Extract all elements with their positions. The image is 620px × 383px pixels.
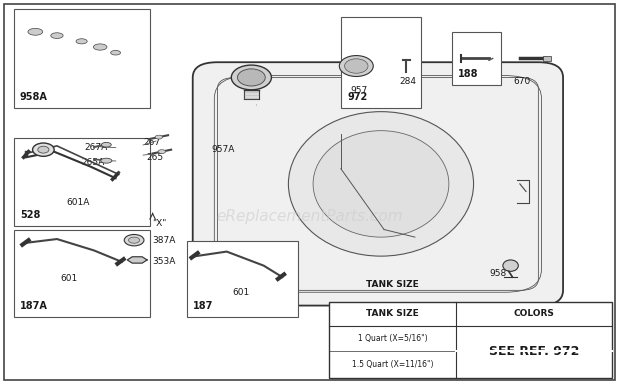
Text: 972: 972 (347, 92, 367, 102)
Bar (452, 32, 502, 85)
Bar (187, 241, 298, 317)
Bar (14, 9, 149, 108)
Ellipse shape (231, 65, 272, 90)
Ellipse shape (345, 59, 368, 73)
Text: 284: 284 (399, 77, 417, 86)
Text: 958: 958 (489, 269, 507, 278)
Ellipse shape (128, 237, 140, 243)
Bar (14, 229, 149, 317)
Ellipse shape (33, 143, 54, 156)
Ellipse shape (28, 28, 43, 35)
Ellipse shape (51, 33, 63, 38)
Text: 265: 265 (146, 153, 164, 162)
Text: eReplacementParts.com: eReplacementParts.com (216, 209, 404, 224)
Text: 188: 188 (458, 69, 479, 79)
Text: 187: 187 (193, 301, 213, 311)
Ellipse shape (102, 142, 111, 147)
Text: 267A: 267A (85, 143, 108, 152)
Polygon shape (127, 257, 147, 263)
Text: 528: 528 (20, 210, 40, 220)
Text: 187A: 187A (20, 301, 48, 311)
Ellipse shape (313, 131, 449, 237)
FancyBboxPatch shape (193, 62, 563, 306)
Text: 387A: 387A (153, 236, 176, 246)
Text: 267: 267 (143, 137, 161, 147)
Text: 601: 601 (233, 288, 250, 297)
Ellipse shape (288, 112, 474, 256)
Ellipse shape (158, 150, 166, 154)
Text: 957: 957 (350, 86, 368, 95)
Ellipse shape (503, 260, 518, 271)
Ellipse shape (101, 158, 112, 163)
Text: 1.5 Quart (X=11/16"): 1.5 Quart (X=11/16") (352, 360, 433, 369)
Bar (329, 302, 613, 378)
Ellipse shape (76, 39, 87, 44)
Bar (14, 138, 149, 226)
Ellipse shape (94, 44, 107, 50)
Bar (341, 16, 421, 108)
Text: "X": "X" (153, 219, 167, 228)
Text: 958A: 958A (20, 92, 48, 102)
Text: COLORS: COLORS (514, 309, 555, 318)
Text: 670: 670 (514, 77, 531, 86)
Text: 601A: 601A (66, 198, 89, 208)
Text: 957A: 957A (211, 145, 234, 154)
Bar (543, 56, 551, 61)
Text: TANK SIZE: TANK SIZE (366, 309, 418, 318)
Text: 1 Quart (X=5/16"): 1 Quart (X=5/16") (358, 334, 427, 343)
Ellipse shape (155, 135, 162, 139)
Text: 240: 240 (35, 145, 52, 154)
Text: TANK SIZE: TANK SIZE (366, 280, 418, 289)
Ellipse shape (110, 51, 120, 55)
Ellipse shape (339, 56, 373, 77)
Ellipse shape (38, 146, 49, 153)
Text: 353A: 353A (153, 257, 176, 266)
Text: 265A: 265A (82, 159, 105, 167)
Ellipse shape (124, 234, 144, 246)
Text: 601: 601 (60, 275, 78, 283)
Text: SEE REF. 972: SEE REF. 972 (489, 345, 580, 358)
Ellipse shape (237, 69, 265, 86)
